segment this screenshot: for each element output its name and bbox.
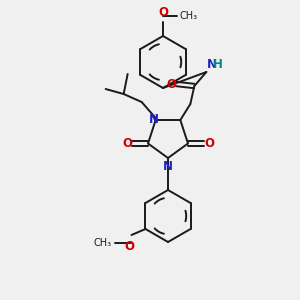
Text: CH₃: CH₃ [93, 238, 112, 248]
Text: H: H [213, 58, 223, 71]
Text: O: O [124, 240, 134, 253]
Text: O: O [122, 137, 132, 150]
Text: N: N [163, 160, 173, 173]
Text: N: N [207, 58, 217, 71]
Text: O: O [166, 77, 176, 91]
Text: O: O [204, 137, 214, 150]
Text: O: O [158, 6, 168, 19]
Text: N: N [149, 112, 159, 125]
Text: CH₃: CH₃ [180, 11, 198, 21]
